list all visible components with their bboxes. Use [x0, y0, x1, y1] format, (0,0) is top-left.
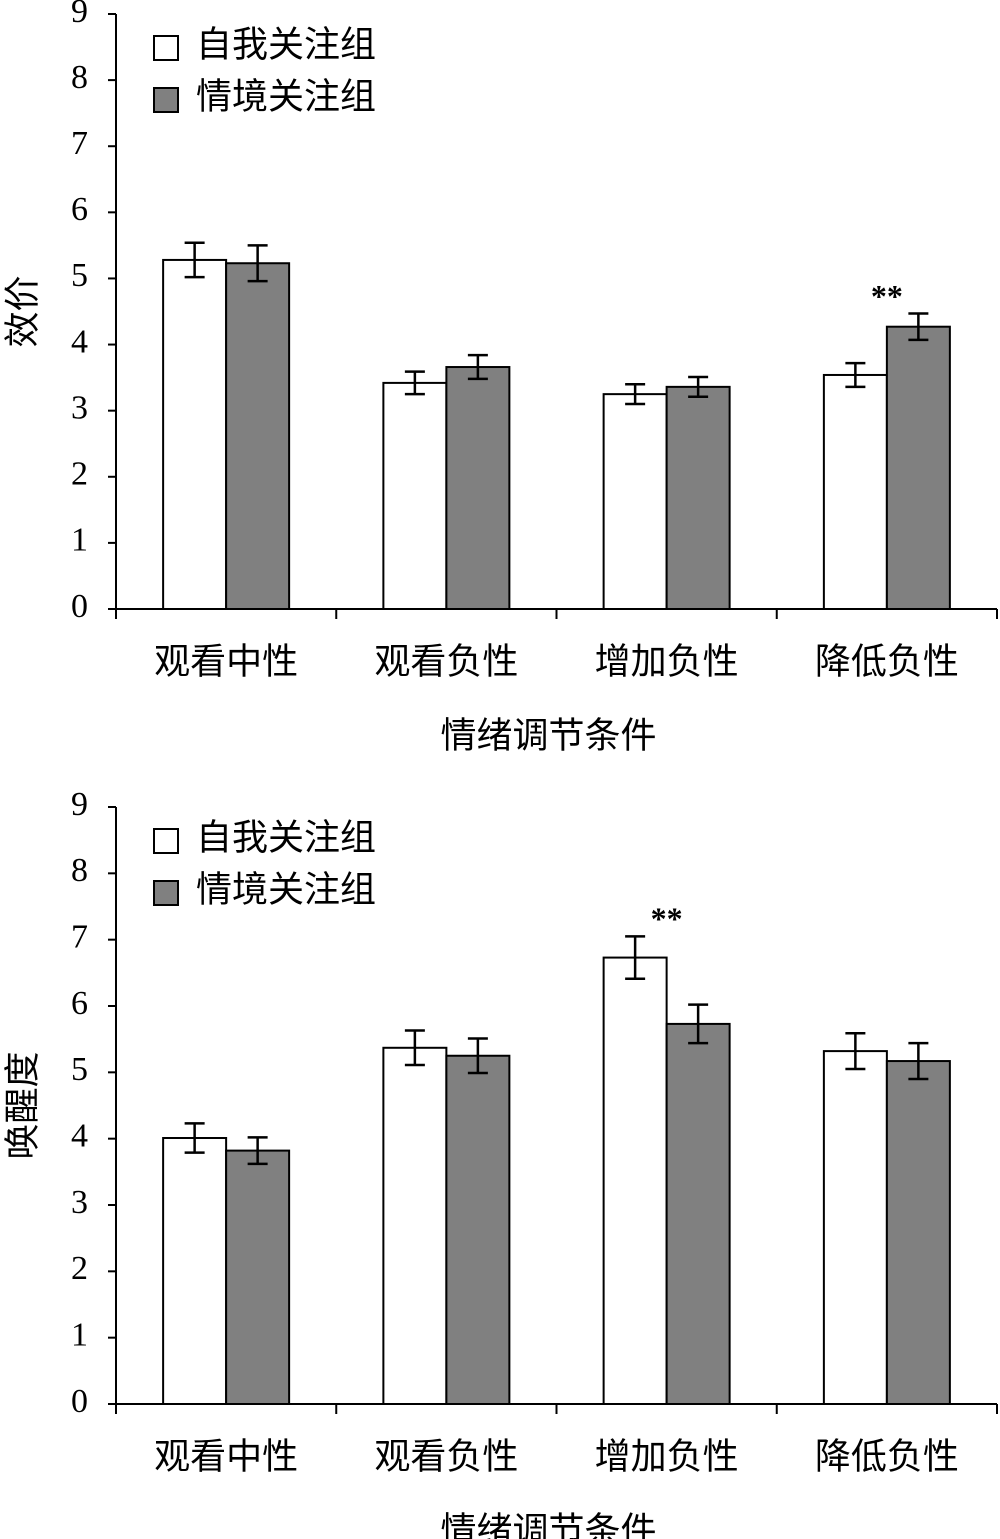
y-tick-label: 5 [71, 1051, 88, 1088]
bar [445, 1054, 511, 1405]
error-bar [908, 1041, 929, 1081]
y-tick-label: 6 [71, 985, 88, 1022]
error-bar [845, 361, 866, 389]
x-tick-label: 降低负性 [815, 641, 959, 681]
y-tick-label: 5 [71, 257, 88, 294]
error-bar [688, 375, 709, 399]
x-tick-label: 增加负性 [595, 1436, 739, 1476]
bar [225, 262, 291, 610]
bar [602, 956, 668, 1405]
y-tick-label: 1 [71, 522, 88, 559]
legend-swatch [153, 828, 179, 854]
y-tick-label: 7 [71, 918, 88, 955]
legend-label: 情境关注组 [196, 869, 376, 909]
y-tick-label: 7 [71, 125, 88, 162]
error-bar [247, 1136, 268, 1166]
error-bar [625, 382, 646, 406]
y-axis-label: 唤醒度 [2, 1051, 42, 1159]
bar [665, 385, 731, 610]
y-tick-label: 9 [71, 0, 88, 30]
bar [445, 366, 511, 610]
bar [382, 1046, 448, 1406]
y-tick-label: 8 [71, 852, 88, 889]
error-bar [845, 1031, 866, 1071]
bar [885, 1060, 951, 1405]
y-tick-label: 1 [71, 1316, 88, 1353]
y-tick-label: 3 [71, 389, 88, 426]
bar [602, 393, 668, 610]
y-tick-label: 6 [71, 191, 88, 228]
y-tick-label: 9 [71, 786, 88, 823]
error-bar [404, 1029, 425, 1067]
bar [665, 1022, 731, 1405]
x-axis-label: 情绪调节条件 [440, 715, 656, 755]
error-bar [247, 244, 268, 283]
y-tick-label: 2 [71, 456, 88, 493]
x-tick-label: 观看中性 [154, 1436, 298, 1476]
annotation: ** [871, 278, 903, 314]
y-tick-label: 8 [71, 59, 88, 96]
bar [162, 258, 228, 610]
error-bar [184, 241, 205, 279]
error-bar [625, 935, 646, 981]
x-tick-label: 降低负性 [815, 1436, 959, 1476]
error-bar [467, 353, 488, 381]
bar [162, 1137, 228, 1405]
x-axis-label: 情绪调节条件 [440, 1510, 656, 1539]
x-tick-label: 观看负性 [374, 641, 518, 681]
x-tick-label: 观看负性 [374, 1436, 518, 1476]
bar [822, 373, 888, 611]
bar [225, 1149, 291, 1406]
y-axis-label: 效价 [2, 275, 42, 347]
legend-label: 自我关注组 [196, 817, 376, 857]
y-tick-label: 0 [71, 588, 88, 625]
bar [822, 1050, 888, 1406]
legend-swatch [153, 880, 179, 906]
bar [885, 325, 951, 610]
y-tick-label: 4 [71, 1117, 88, 1154]
x-tick-label: 观看中性 [154, 641, 298, 681]
y-tick-label: 2 [71, 1250, 88, 1287]
x-tick-label: 增加负性 [595, 641, 739, 681]
bar [382, 381, 448, 610]
y-tick-label: 3 [71, 1184, 88, 1221]
error-bar [688, 1003, 709, 1045]
legend-label: 自我关注组 [196, 24, 376, 64]
annotation: ** [651, 901, 683, 937]
error-bar [404, 370, 425, 396]
legend-label: 情境关注组 [196, 76, 376, 116]
legend-swatch [153, 35, 179, 61]
y-tick-label: 4 [71, 323, 88, 360]
error-bar [184, 1122, 205, 1154]
error-bar [908, 312, 929, 342]
y-tick-label: 0 [71, 1383, 88, 1420]
legend-swatch [153, 87, 179, 113]
error-bar [467, 1037, 488, 1075]
